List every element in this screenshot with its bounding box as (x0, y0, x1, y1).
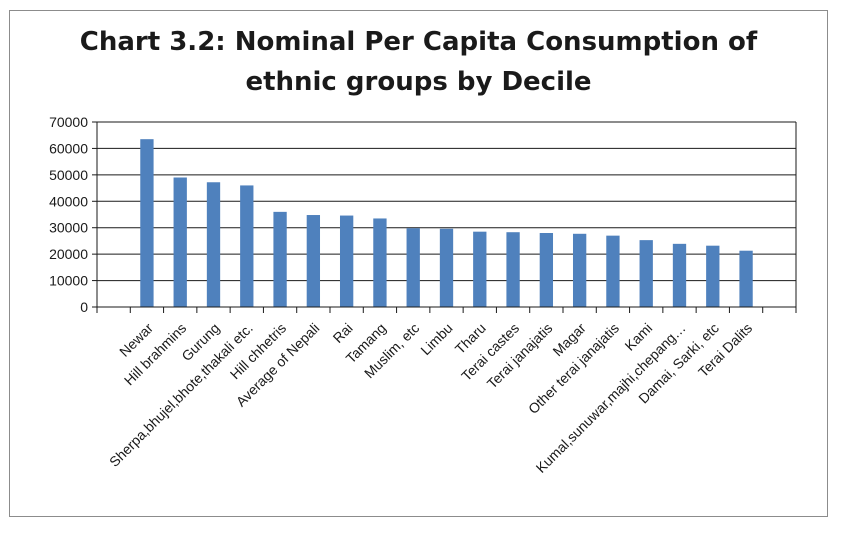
bar (306, 215, 321, 307)
bar (373, 218, 387, 307)
bars (140, 139, 753, 307)
y-tick-labels: 0 10000 20000 30000 40000 50000 60000 70000 (49, 114, 88, 315)
bar (739, 250, 753, 307)
y-tick-label: 30000 (49, 220, 88, 236)
bar (639, 240, 653, 307)
chart-title-line-2: ethnic groups by Decile (245, 67, 592, 97)
bar (606, 235, 620, 307)
y-tick-label: 70000 (49, 114, 88, 130)
bar (473, 231, 487, 307)
axes (96, 122, 797, 308)
y-tick-label: 50000 (49, 167, 88, 183)
bar (339, 215, 354, 307)
y-tick-label: 60000 (49, 140, 88, 156)
bar (572, 233, 587, 307)
bar (539, 233, 554, 307)
bar (672, 243, 687, 307)
bar (173, 177, 187, 307)
bar (140, 139, 154, 307)
bar (206, 182, 221, 307)
y-tick-label: 20000 (49, 246, 88, 262)
y-tick-label: 40000 (49, 193, 88, 209)
x-category-label: Rai (330, 320, 356, 346)
bar (406, 228, 420, 307)
chart-title: Chart 3.2: Nominal Per Capita Consumptio… (9, 22, 828, 102)
y-tick-label: 0 (80, 299, 88, 315)
y-tick-label: 10000 (49, 273, 88, 289)
bar (506, 232, 520, 307)
x-category-label: Limbu (417, 320, 455, 358)
bar (439, 228, 454, 307)
bar (273, 211, 287, 307)
bar (706, 245, 720, 307)
bar (240, 185, 254, 307)
chart-title-line-1: Chart 3.2: Nominal Per Capita Consumptio… (79, 27, 758, 57)
